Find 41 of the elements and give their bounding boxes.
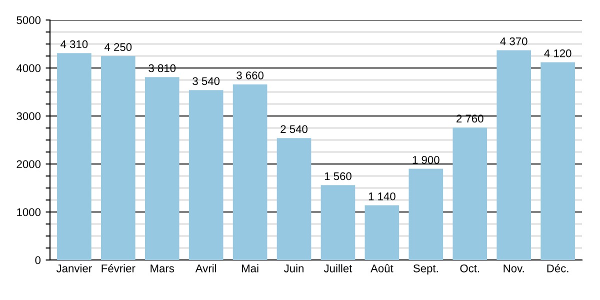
y-tick-label: 5000	[16, 16, 41, 24]
x-tick-label: Août	[370, 264, 394, 272]
bar	[101, 56, 136, 260]
x-tick-label: Mars	[150, 264, 174, 272]
data-label: 3 660	[236, 71, 264, 80]
data-label: 2 540	[280, 125, 308, 134]
y-tick-label: 0	[35, 256, 41, 264]
bar	[188, 90, 224, 260]
data-label: 1 140	[368, 192, 396, 200]
bar	[452, 128, 488, 260]
bar	[144, 77, 180, 260]
bar	[408, 168, 444, 260]
data-label: 3 540	[192, 77, 220, 86]
x-tick-label: Sept.	[413, 264, 438, 275]
data-label: 1 900	[412, 156, 440, 164]
data-label: 4 120	[544, 49, 572, 58]
bar	[540, 62, 575, 260]
data-label: 1 560	[324, 172, 352, 180]
x-tick-label: Février	[102, 264, 136, 272]
y-tick-label: 4000	[16, 64, 41, 72]
data-label: 4 310	[60, 40, 88, 48]
bar	[57, 53, 92, 260]
x-tick-label: Avril	[195, 264, 216, 272]
x-tick-label: Juillet	[324, 264, 352, 272]
bar	[232, 84, 268, 260]
x-tick-label: Janvier	[56, 264, 92, 272]
x-tick-label: Juin	[284, 264, 304, 272]
bar	[276, 138, 312, 260]
bar	[320, 185, 356, 260]
x-tick-label: Mai	[242, 264, 258, 272]
bar	[364, 205, 400, 260]
x-tick-label: Déc.	[547, 264, 568, 272]
x-tick-label: Nov.	[504, 264, 524, 272]
bar	[496, 50, 531, 260]
data-label: 2 760	[456, 114, 484, 123]
data-label: 4 250	[104, 43, 132, 52]
y-tick-label: 1000	[17, 208, 41, 216]
x-tick-label: Oct.	[460, 264, 480, 272]
data-label: 4 370	[500, 37, 528, 46]
y-tick-label: 2000	[16, 160, 41, 168]
y-tick-label: 3000	[16, 112, 41, 120]
